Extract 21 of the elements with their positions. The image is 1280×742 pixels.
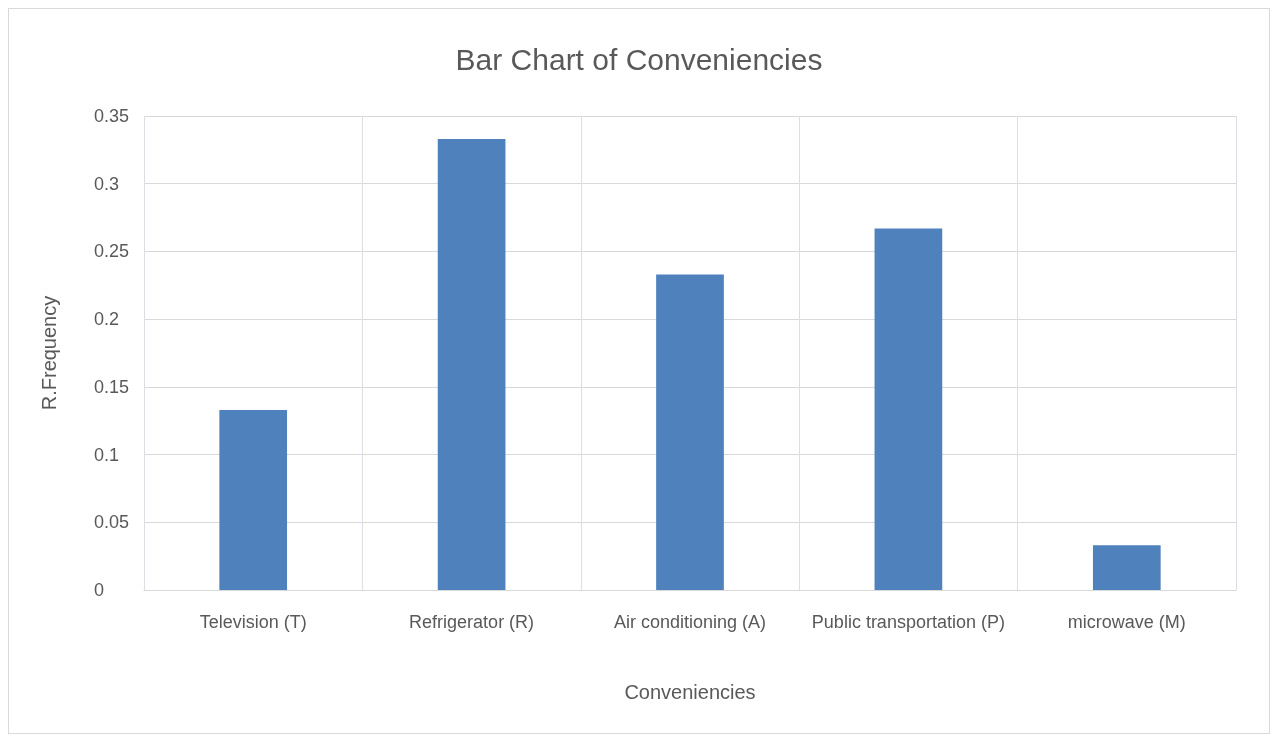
y-tick-label: 0.05 [94,512,130,533]
y-axis-title: R.Frequency [38,295,60,411]
y-tick-label: 0.1 [94,444,120,465]
x-tick-label: Television (T) [199,612,307,632]
x-tick-label: microwave (M) [1067,612,1186,632]
y-tick-label: 0.35 [94,106,130,126]
x-axis-title: Conveniencies [624,681,756,703]
y-tick-label: 0.2 [94,309,120,330]
bar [219,409,288,590]
bar [437,139,506,590]
x-tick-label: Public transportation (P) [811,612,1005,632]
y-tick-label: 0 [94,580,105,600]
chart-title: Bar Chart of Conveniencies [455,42,823,76]
y-tick-label: 0.25 [94,241,130,262]
bar [874,228,943,590]
x-tick-label: Air conditioning (A) [613,612,767,632]
y-tick-label: 0.15 [94,376,130,397]
bar [656,274,724,590]
x-tick-label: Refrigerator (R) [409,612,535,632]
y-tick-label: 0.3 [94,173,120,194]
bar [1092,545,1161,590]
